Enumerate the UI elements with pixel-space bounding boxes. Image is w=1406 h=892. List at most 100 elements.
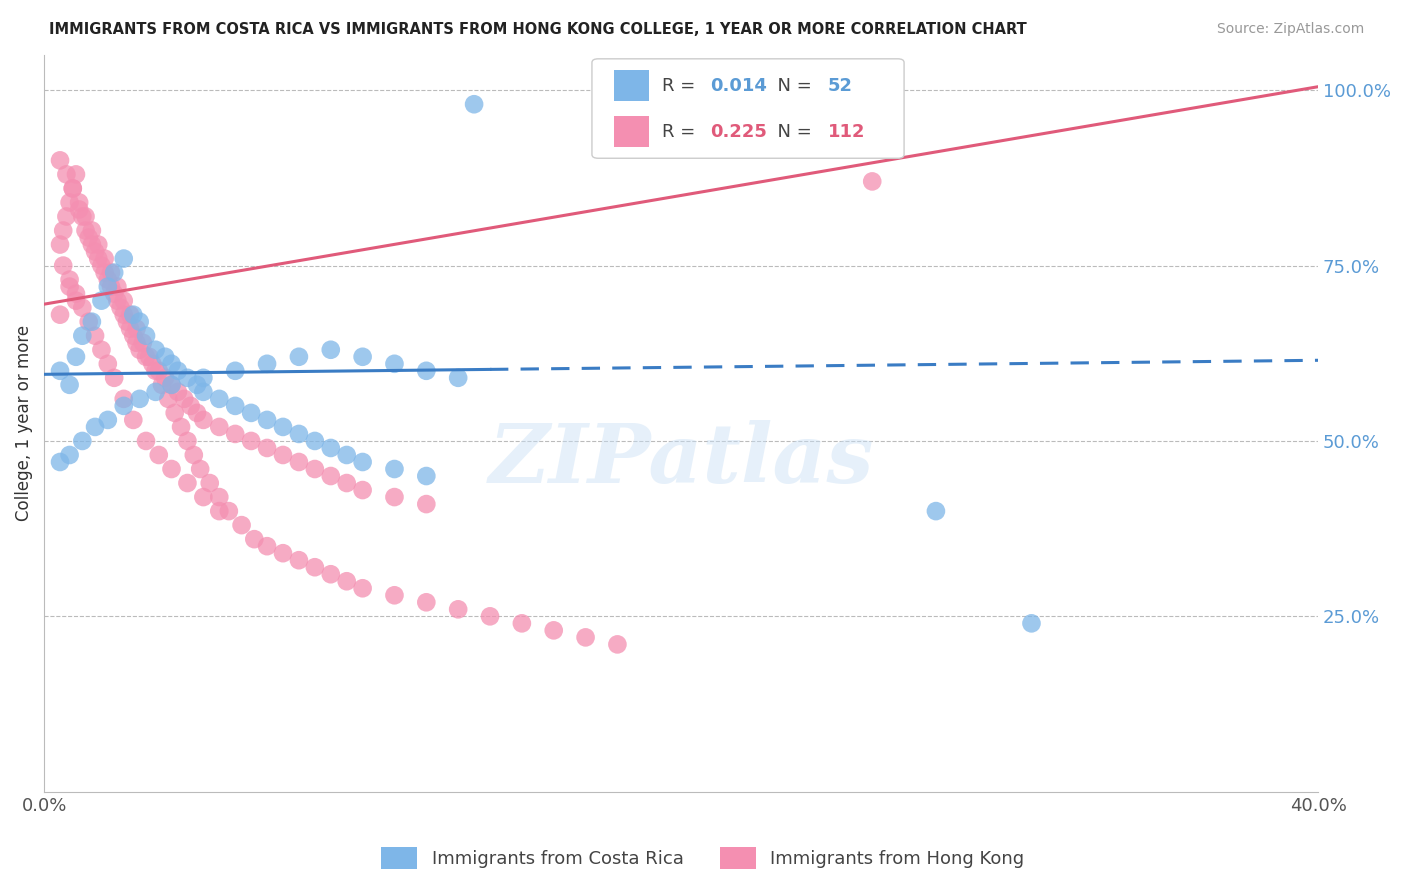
Point: [49, 153, 72, 168]
Point: [384, 490, 406, 504]
Point: [860, 174, 883, 188]
Point: [384, 357, 406, 371]
Point: [208, 392, 231, 406]
Legend: Immigrants from Costa Rica, Immigrants from Hong Kong: Immigrants from Costa Rica, Immigrants f…: [373, 838, 1033, 879]
Point: [415, 497, 437, 511]
Point: [67, 195, 90, 210]
Point: [208, 490, 231, 504]
Point: [122, 308, 145, 322]
Point: [97, 279, 120, 293]
Point: [65, 168, 87, 182]
Point: [186, 377, 208, 392]
Point: [62, 181, 84, 195]
FancyBboxPatch shape: [613, 116, 650, 147]
Point: [103, 371, 125, 385]
Point: [128, 315, 150, 329]
Point: [160, 377, 183, 392]
Point: [138, 350, 160, 364]
Point: [49, 308, 72, 322]
Point: [304, 434, 326, 448]
Point: [110, 301, 132, 315]
Point: [336, 476, 359, 491]
Text: ZIPatlas: ZIPatlas: [488, 420, 875, 500]
Point: [120, 308, 142, 322]
Text: R =: R =: [662, 77, 702, 95]
Point: [87, 237, 110, 252]
Point: [352, 581, 374, 595]
Point: [167, 384, 190, 399]
Text: Source: ZipAtlas.com: Source: ZipAtlas.com: [1216, 22, 1364, 37]
Point: [606, 637, 628, 651]
Point: [93, 252, 115, 266]
Point: [193, 490, 215, 504]
Point: [319, 567, 342, 582]
Point: [510, 616, 533, 631]
Point: [240, 434, 263, 448]
Point: [135, 328, 157, 343]
Point: [122, 413, 145, 427]
Point: [115, 315, 138, 329]
Text: R =: R =: [662, 122, 702, 141]
Point: [49, 237, 72, 252]
Point: [67, 202, 90, 217]
Point: [128, 343, 150, 357]
Point: [103, 266, 125, 280]
Point: [288, 553, 311, 567]
Point: [97, 413, 120, 427]
Point: [170, 420, 193, 434]
Point: [153, 371, 176, 385]
Point: [55, 210, 77, 224]
Point: [193, 384, 215, 399]
Point: [105, 293, 128, 308]
Point: [84, 420, 107, 434]
Point: [479, 609, 502, 624]
Point: [75, 210, 97, 224]
Text: 0.014: 0.014: [710, 77, 768, 95]
Text: N =: N =: [766, 77, 818, 95]
Point: [135, 350, 157, 364]
Point: [231, 518, 253, 533]
Point: [256, 441, 278, 455]
Point: [157, 392, 180, 406]
Point: [120, 322, 142, 336]
Point: [186, 406, 208, 420]
Point: [1021, 616, 1043, 631]
Point: [90, 343, 112, 357]
Point: [112, 308, 135, 322]
Point: [90, 259, 112, 273]
Point: [80, 223, 103, 237]
Point: [925, 504, 948, 518]
Point: [128, 392, 150, 406]
Point: [288, 350, 311, 364]
Point: [112, 293, 135, 308]
Text: IMMIGRANTS FROM COSTA RICA VS IMMIGRANTS FROM HONG KONG COLLEGE, 1 YEAR OR MORE : IMMIGRANTS FROM COSTA RICA VS IMMIGRANTS…: [49, 22, 1026, 37]
Point: [543, 624, 565, 638]
Point: [188, 462, 211, 476]
Point: [145, 343, 167, 357]
Point: [574, 631, 596, 645]
Point: [193, 413, 215, 427]
Point: [87, 252, 110, 266]
Point: [224, 399, 246, 413]
Point: [122, 328, 145, 343]
Point: [256, 413, 278, 427]
Point: [176, 371, 198, 385]
Point: [49, 364, 72, 378]
Point: [148, 364, 170, 378]
Point: [384, 462, 406, 476]
Point: [84, 328, 107, 343]
Point: [160, 462, 183, 476]
Point: [84, 244, 107, 259]
Point: [72, 328, 94, 343]
Point: [72, 301, 94, 315]
Point: [304, 462, 326, 476]
Point: [352, 350, 374, 364]
Point: [336, 448, 359, 462]
Point: [65, 286, 87, 301]
Point: [288, 455, 311, 469]
Point: [288, 426, 311, 441]
Text: 0.225: 0.225: [710, 122, 768, 141]
Point: [58, 272, 80, 286]
Point: [105, 279, 128, 293]
Point: [271, 448, 294, 462]
